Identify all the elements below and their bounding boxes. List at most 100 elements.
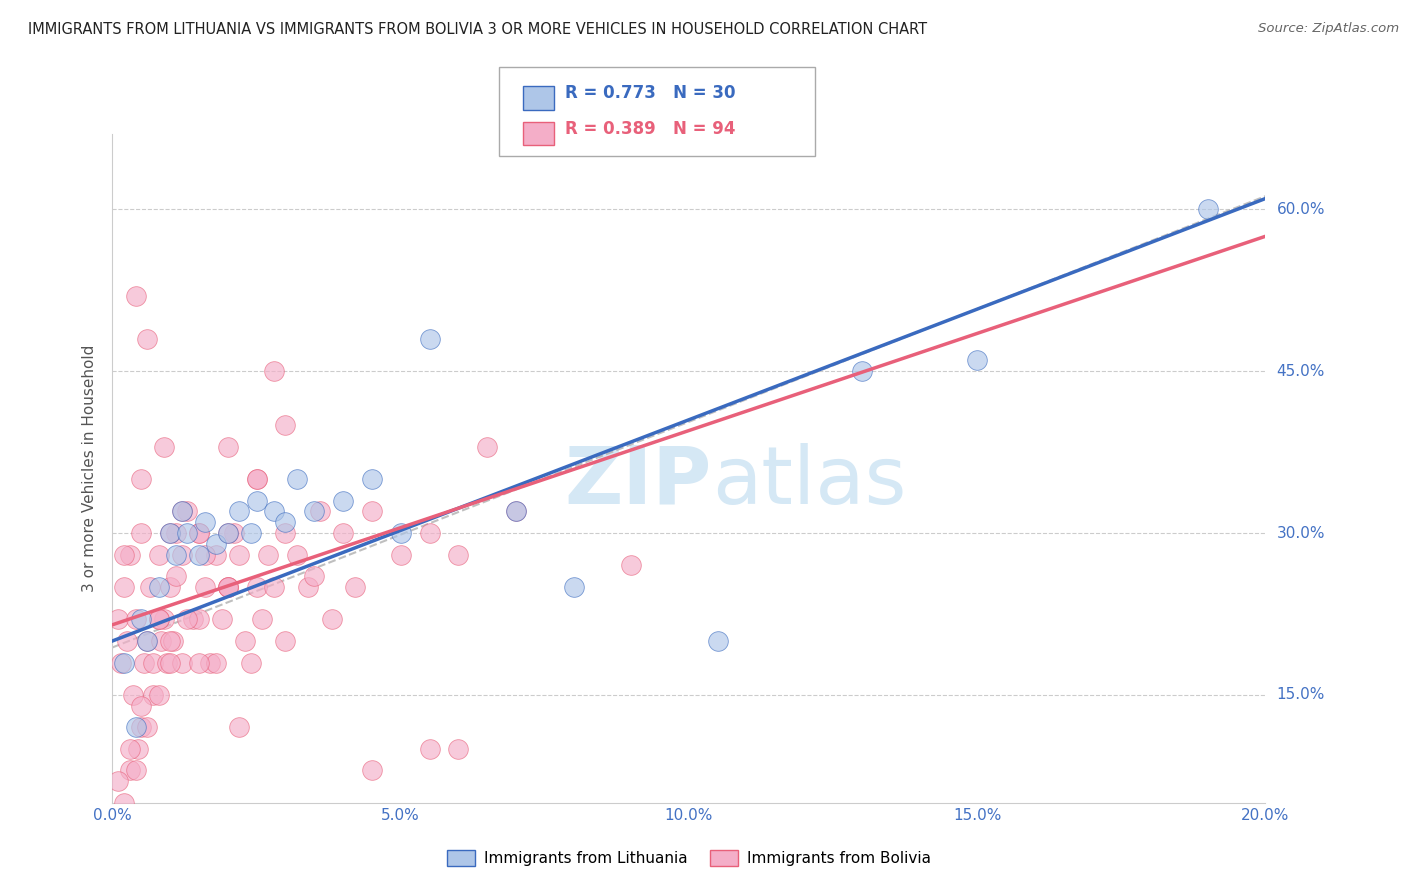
- Point: [304, 569, 326, 583]
- Point: [165, 526, 187, 541]
- Point: [257, 548, 280, 562]
- Point: [304, 504, 326, 518]
- Point: [124, 288, 146, 302]
- Point: [274, 634, 297, 648]
- Point: [129, 612, 153, 626]
- Point: [153, 440, 176, 454]
- Point: [148, 612, 170, 626]
- Point: [165, 569, 187, 583]
- Point: [124, 764, 146, 778]
- Point: [159, 526, 181, 541]
- Point: [176, 526, 198, 541]
- Point: [162, 634, 184, 648]
- Point: [107, 612, 129, 626]
- Point: [389, 548, 412, 562]
- Point: [118, 764, 141, 778]
- Text: ZIP: ZIP: [565, 442, 711, 521]
- Point: [159, 634, 181, 648]
- Point: [136, 720, 159, 734]
- Point: [360, 472, 382, 486]
- Point: [129, 720, 153, 734]
- Point: [188, 612, 211, 626]
- Point: [851, 364, 873, 378]
- Point: [475, 440, 498, 454]
- Point: [217, 526, 239, 541]
- Point: [1197, 202, 1219, 217]
- Point: [107, 774, 129, 789]
- Point: [136, 634, 159, 648]
- Point: [274, 515, 297, 529]
- Text: 45.0%: 45.0%: [1277, 364, 1324, 379]
- Point: [228, 504, 250, 518]
- Point: [228, 720, 250, 734]
- Point: [110, 656, 132, 670]
- Point: [505, 504, 527, 518]
- Text: atlas: atlas: [711, 442, 907, 521]
- Point: [211, 612, 233, 626]
- Text: 60.0%: 60.0%: [1277, 202, 1324, 217]
- Point: [360, 504, 382, 518]
- Point: [419, 742, 441, 756]
- Point: [181, 612, 204, 626]
- Point: [170, 504, 193, 518]
- Point: [217, 580, 239, 594]
- Point: [148, 548, 170, 562]
- Point: [505, 504, 527, 518]
- Point: [188, 526, 211, 541]
- Point: [115, 634, 138, 648]
- Point: [194, 548, 217, 562]
- Point: [217, 526, 239, 541]
- Point: [419, 332, 441, 346]
- Point: [332, 526, 354, 541]
- Point: [148, 580, 170, 594]
- Point: [194, 580, 217, 594]
- Point: [124, 612, 146, 626]
- Point: [112, 580, 135, 594]
- Point: [142, 656, 165, 670]
- Point: [252, 612, 274, 626]
- Point: [245, 580, 267, 594]
- Point: [263, 504, 285, 518]
- Point: [245, 472, 267, 486]
- Point: [217, 580, 239, 594]
- Point: [124, 720, 146, 734]
- Point: [217, 580, 239, 594]
- Point: [966, 353, 988, 368]
- Point: [148, 688, 170, 702]
- Point: [194, 515, 217, 529]
- Point: [165, 548, 187, 562]
- Point: [228, 548, 250, 562]
- Point: [112, 656, 135, 670]
- Point: [360, 764, 382, 778]
- Point: [136, 634, 159, 648]
- Point: [285, 472, 308, 486]
- Point: [127, 742, 149, 756]
- Point: [332, 493, 354, 508]
- Point: [129, 526, 153, 541]
- Point: [129, 472, 153, 486]
- Point: [136, 332, 159, 346]
- Point: [205, 656, 228, 670]
- Point: [170, 548, 193, 562]
- Text: 15.0%: 15.0%: [1277, 688, 1324, 702]
- Point: [205, 548, 228, 562]
- Point: [188, 548, 211, 562]
- Y-axis label: 3 or more Vehicles in Household: 3 or more Vehicles in Household: [82, 344, 97, 592]
- Point: [188, 526, 211, 541]
- Point: [159, 580, 181, 594]
- Point: [217, 440, 239, 454]
- Point: [245, 493, 267, 508]
- Point: [148, 612, 170, 626]
- Point: [343, 580, 366, 594]
- Point: [121, 688, 143, 702]
- Point: [239, 656, 262, 670]
- Point: [245, 472, 267, 486]
- Point: [170, 504, 193, 518]
- Text: R = 0.389   N = 94: R = 0.389 N = 94: [565, 120, 735, 138]
- Point: [153, 612, 176, 626]
- Point: [159, 526, 181, 541]
- Point: [129, 698, 153, 713]
- Point: [562, 580, 585, 594]
- Point: [159, 656, 181, 670]
- Point: [419, 526, 441, 541]
